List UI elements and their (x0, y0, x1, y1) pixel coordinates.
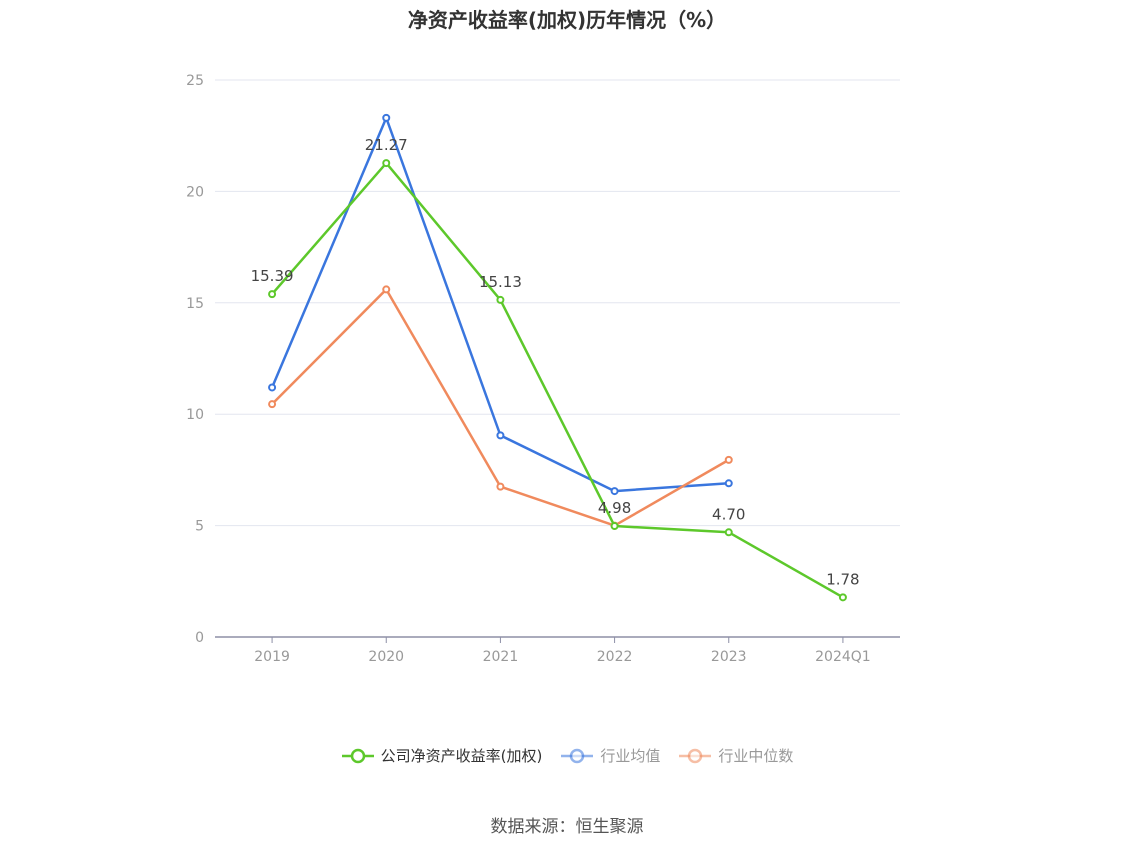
data-point (724, 479, 733, 488)
axes: 0 5 10 15 20 25 2019 2020 2021 2022 2023 2024Q1 (186, 73, 900, 665)
x-tick-label: 2024Q1 (815, 649, 871, 665)
data-point (610, 487, 619, 496)
data-point (268, 400, 277, 409)
data-label: 4.70 (712, 505, 745, 523)
data-point (268, 290, 277, 299)
legend-label-company: 公司净资产收益率(加权) (380, 747, 543, 765)
grid-lines (215, 79, 900, 527)
legend-marker-industry-mean (561, 748, 594, 763)
data-point (724, 455, 733, 464)
x-tick-label: 2022 (597, 649, 633, 665)
data-label: 4.98 (598, 499, 631, 517)
data-label: 15.39 (251, 267, 294, 285)
data-point (496, 482, 505, 491)
y-tick-label: 10 (186, 407, 204, 423)
data-point (382, 113, 391, 122)
data-point (382, 159, 391, 168)
legend-marker-industry-median (679, 748, 712, 763)
data-point (610, 522, 619, 531)
y-tick-label: 5 (195, 519, 204, 535)
data-labels: 15.39 21.27 15.13 4.98 4.70 1.78 (251, 136, 860, 588)
data-point (496, 431, 505, 440)
x-tick-label: 2020 (368, 649, 404, 665)
legend-item-company[interactable]: 公司净资产收益率(加权) (341, 745, 543, 766)
x-tick-label: 2021 (483, 649, 519, 665)
data-point (382, 285, 391, 294)
legend-item-industry-mean[interactable]: 行业均值 (560, 745, 660, 766)
legend-marker-company (341, 748, 374, 763)
series-line-0 (271, 161, 844, 599)
data-label: 1.78 (826, 570, 859, 588)
data-point (724, 528, 733, 537)
data-source: 数据来源：恒生聚源 (490, 817, 644, 837)
data-point (496, 295, 505, 304)
legend: 公司净资产收益率(加权) 行业均值 行业中位数 (0, 745, 1134, 766)
legend-label-industry-median: 行业中位数 (718, 747, 794, 765)
x-tick-label: 2023 (711, 649, 747, 665)
data-point (838, 593, 847, 602)
y-tick-label: 20 (186, 184, 204, 200)
y-tick-label: 25 (186, 73, 204, 89)
legend-item-industry-median[interactable]: 行业中位数 (678, 745, 793, 766)
legend-label-industry-mean: 行业均值 (600, 747, 661, 765)
chart-title: 净资产收益率(加权)历年情况（%） (407, 8, 727, 32)
data-label: 15.13 (479, 273, 522, 291)
series-lines (268, 113, 847, 602)
x-tick-label: 2019 (254, 649, 290, 665)
y-tick-label: 0 (195, 630, 204, 646)
data-point (268, 383, 277, 392)
y-tick-label: 15 (186, 296, 204, 312)
data-label: 21.27 (365, 136, 408, 154)
